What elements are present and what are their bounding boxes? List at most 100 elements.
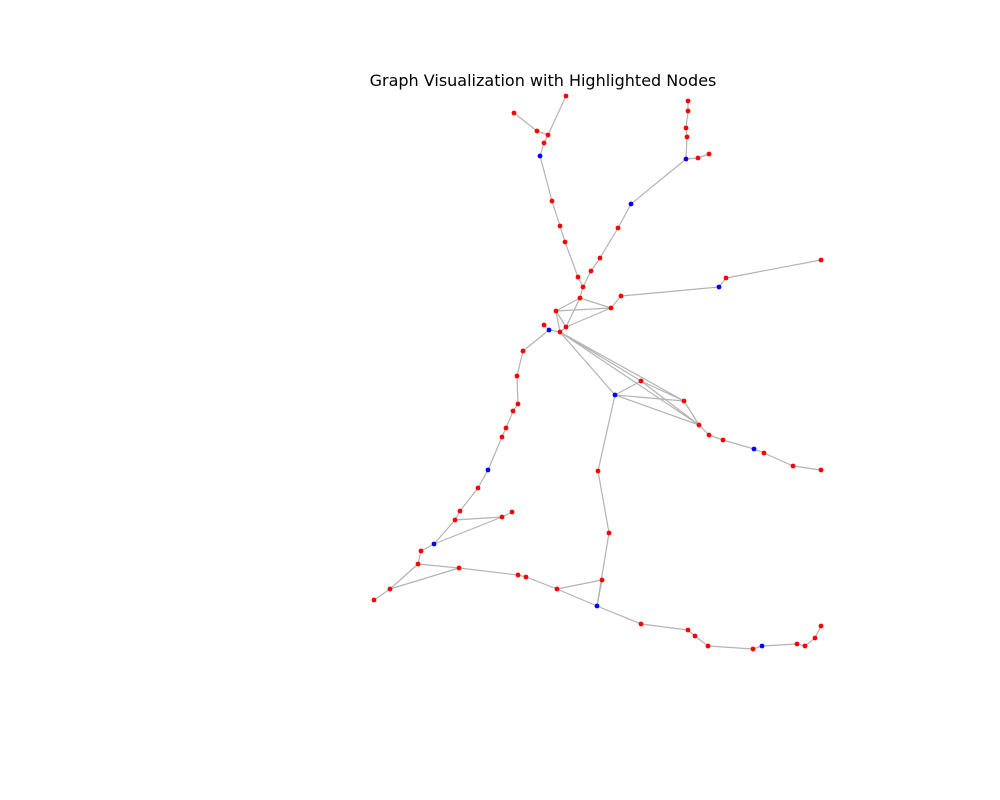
highlighted-node (751, 446, 757, 452)
highlighted-node (594, 603, 600, 609)
graph-edge (417, 563, 460, 569)
graph-edge (694, 635, 709, 647)
graph-node (706, 432, 712, 438)
graph-node (692, 633, 698, 639)
graph-node (606, 530, 612, 536)
graph-node (457, 508, 463, 514)
graph-edge (547, 95, 567, 136)
graph-node (812, 635, 818, 641)
graph-node (503, 425, 509, 431)
highlighted-node (431, 541, 437, 547)
graph-edge (389, 563, 419, 590)
graph-edge (433, 516, 503, 545)
graph-node (618, 293, 624, 299)
graph-edge (454, 516, 503, 521)
graph-edge (620, 286, 720, 297)
graph-node (387, 586, 393, 592)
graph-node (557, 329, 563, 335)
graph-edge (596, 532, 610, 607)
graph-node (597, 255, 603, 261)
graph-edge (614, 394, 700, 426)
graph-node (818, 257, 824, 263)
graph-edge (590, 257, 601, 272)
graph-node (638, 378, 644, 384)
graph-node (794, 641, 800, 647)
graph-node (705, 643, 711, 649)
graph-node (575, 274, 581, 280)
graph-node (515, 572, 521, 578)
graph-edge (597, 394, 616, 472)
graph-edge (565, 307, 612, 328)
graph-edge (551, 200, 561, 227)
graph-edge (640, 623, 689, 631)
graph-edge (614, 394, 685, 402)
graph-edge (559, 331, 685, 402)
graph-edge (459, 487, 479, 512)
graph-edge (539, 155, 553, 202)
graph-edge (597, 470, 610, 534)
graph-node (510, 408, 516, 414)
highlighted-node (612, 392, 618, 398)
graph-edge (389, 567, 460, 590)
graph-node (615, 225, 621, 231)
graph-node (418, 548, 424, 554)
graph-node (695, 155, 701, 161)
graph-node (681, 398, 687, 404)
graph-node (818, 467, 824, 473)
graph-node (577, 295, 583, 301)
graph-edge (420, 543, 435, 552)
graph-edge (579, 297, 612, 309)
highlighted-node (716, 284, 722, 290)
graph-edge (433, 519, 456, 545)
graph-node (371, 597, 377, 603)
graph-title: Graph Visualization with Highlighted Nod… (369, 71, 717, 90)
graph-edge (582, 270, 592, 288)
graph-node (509, 509, 515, 515)
graph-node (696, 422, 702, 428)
graph-node (511, 110, 517, 116)
graph-edge (516, 375, 519, 405)
graph-node (761, 450, 767, 456)
graph-node (563, 93, 569, 99)
graph-node (790, 463, 796, 469)
graph-edge (556, 579, 603, 590)
graph-edge (525, 576, 558, 590)
graph-edge (555, 307, 612, 312)
graph-node (499, 514, 505, 520)
graph-edge (707, 645, 754, 650)
graph-node (520, 348, 526, 354)
graph-node (595, 468, 601, 474)
graph-node (514, 373, 520, 379)
graph-edge (596, 605, 642, 625)
graph-edge (458, 567, 519, 576)
graph-edge (683, 400, 700, 426)
graph-node (802, 643, 808, 649)
graph-edge (565, 297, 581, 328)
graph-edge (640, 380, 700, 426)
edge-layer (373, 95, 822, 650)
graph-node (541, 322, 547, 328)
graph-node (562, 239, 568, 245)
highlighted-node (759, 643, 765, 649)
graph-edge (599, 227, 619, 259)
graph-edge (761, 643, 798, 647)
highlighted-node (537, 153, 543, 159)
graph-edge (487, 436, 503, 471)
graph-node (452, 517, 458, 523)
highlighted-node (683, 156, 689, 162)
graph-node (523, 574, 529, 580)
graph-node (541, 140, 547, 146)
graph-edge (559, 225, 566, 243)
graph-node (580, 284, 586, 290)
highlighted-node (485, 467, 491, 473)
graph-node (499, 434, 505, 440)
graph-edge (555, 297, 581, 312)
graph-node (685, 98, 691, 104)
graph-node (685, 108, 691, 114)
graph-edge (630, 158, 687, 205)
graph-node (557, 223, 563, 229)
graph-edge (559, 331, 700, 426)
graph-edge (555, 310, 561, 333)
